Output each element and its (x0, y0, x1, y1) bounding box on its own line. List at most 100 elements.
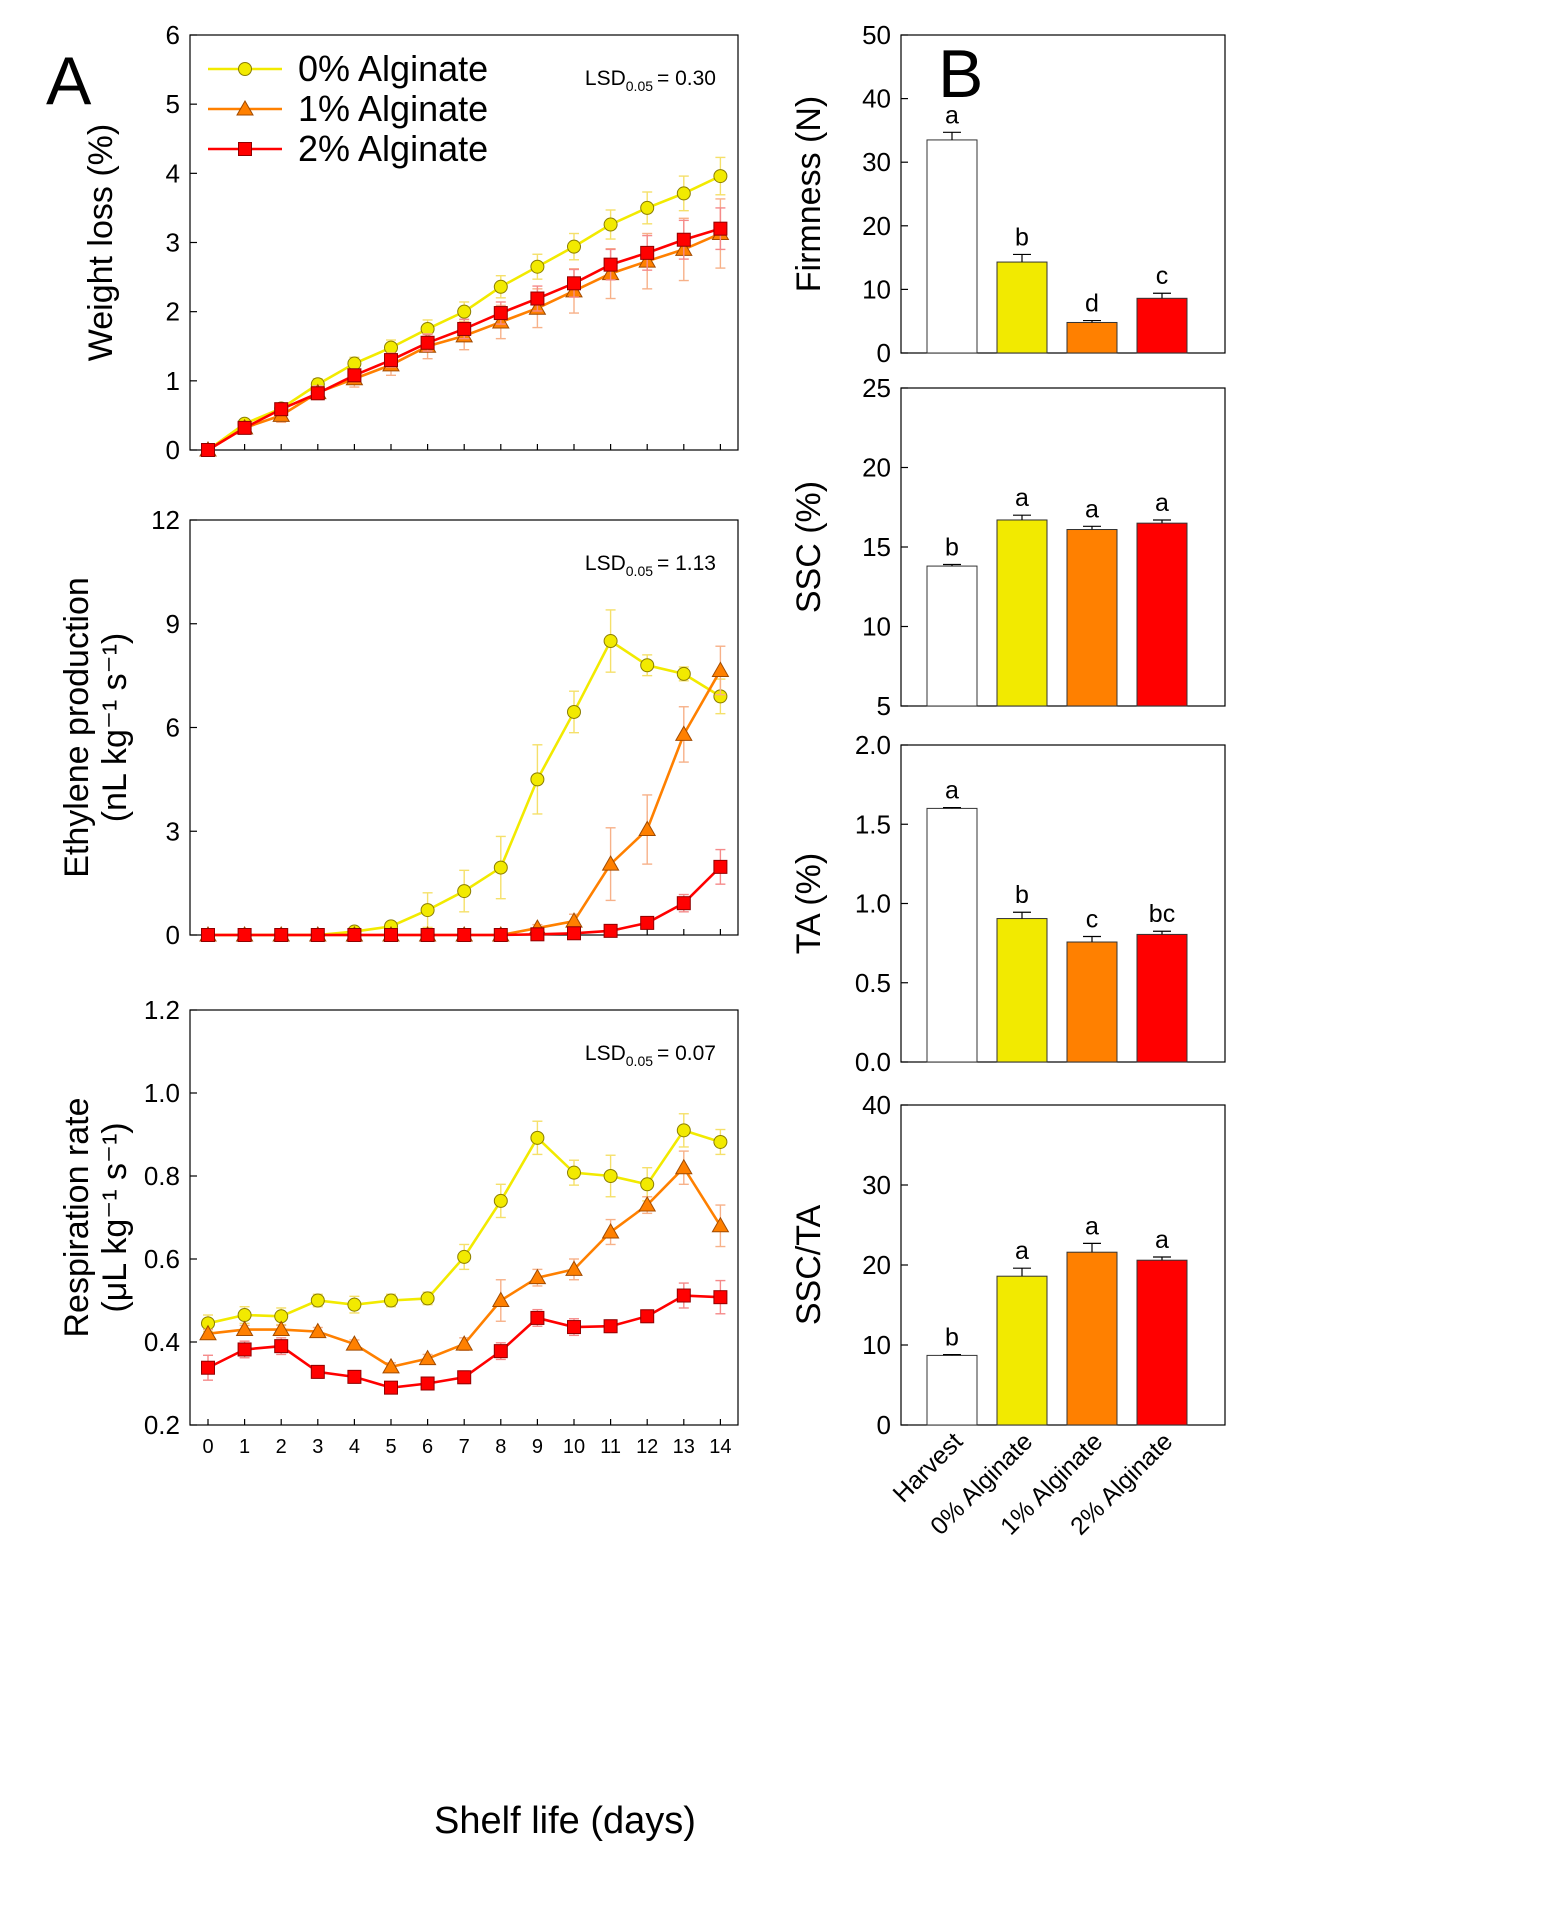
data-point (420, 903, 435, 918)
significance-letter: c (1086, 905, 1099, 933)
data-point (237, 1342, 252, 1357)
y-axis-label: Weight loss (%) (82, 124, 120, 361)
data-point (493, 1193, 508, 1208)
lsd-value: = 1.13 (657, 552, 716, 575)
data-point (674, 725, 693, 741)
data-point (457, 1370, 472, 1385)
data-point (457, 321, 472, 336)
data-point (530, 927, 545, 942)
data-point (237, 1308, 252, 1323)
data-point (493, 1344, 508, 1359)
data-point (601, 855, 620, 871)
data-point (567, 926, 581, 941)
series-1 (199, 1150, 730, 1374)
y-axis-label: (μL kg⁻¹ s⁻¹) (96, 1122, 134, 1312)
data-point (676, 186, 691, 201)
data-point (199, 1324, 217, 1341)
series-2 (201, 207, 728, 457)
data-point (310, 928, 325, 942)
series-2 (201, 848, 728, 942)
y-axis-label: SSC (%) (790, 481, 828, 613)
y-axis-label: Respiration rate (58, 1097, 96, 1337)
x-tick-label: 2 (276, 1436, 287, 1458)
x-tick-label: 1 (239, 1436, 250, 1458)
y-tick-label: 5 (166, 89, 180, 119)
data-point (308, 1322, 327, 1339)
bar (1136, 933, 1188, 1063)
y-tick-label: 1.2 (144, 995, 180, 1025)
bar (926, 807, 978, 1063)
data-point (676, 896, 691, 911)
y-tick-label: 20 (862, 211, 891, 241)
data-point (711, 661, 730, 677)
data-point (713, 1134, 728, 1149)
y-tick-label: 20 (862, 453, 891, 483)
y-tick-label: 6 (166, 713, 180, 743)
data-point (603, 1169, 618, 1183)
plot-frame (189, 1009, 739, 1426)
y-tick-label: 3 (166, 228, 180, 258)
bar (1136, 1259, 1188, 1426)
lsd-annotation: LSD0.05 = 0.30 (585, 67, 716, 94)
data-point (457, 928, 472, 942)
data-point (640, 1309, 655, 1324)
y-tick-label: 1.0 (855, 889, 891, 919)
series-0 (201, 156, 728, 457)
data-point (457, 304, 472, 319)
data-point (420, 335, 435, 350)
x-tick-label: 6 (422, 1436, 433, 1458)
y-tick-label: 40 (862, 1090, 891, 1120)
x-tick-label: 8 (495, 1436, 506, 1458)
y-tick-label: 0.2 (144, 1410, 180, 1440)
x-tick-label: 0 (202, 1436, 213, 1458)
y-tick-label: 9 (166, 609, 180, 639)
y-axis-label: Ethylene production (58, 577, 96, 878)
panel-b-bar-charts: 0 10 20 30 40 50 Firmness (N) a b d c 5 10 15 20 25 SSC … (790, 20, 1226, 1541)
series-line (207, 1128, 721, 1325)
y-tick-label: 0.6 (144, 1244, 180, 1274)
data-point (384, 353, 398, 368)
data-point (310, 1293, 325, 1308)
data-point (530, 772, 545, 787)
lsd-annotation: LSD0.05 = 1.13 (585, 552, 716, 579)
x-tick-label: 10 (563, 1436, 585, 1458)
data-point (676, 666, 691, 681)
y-tick-label: 0 (166, 435, 180, 465)
data-point (713, 169, 728, 184)
data-point (567, 1165, 581, 1180)
legend-marker (238, 142, 252, 156)
data-point (310, 386, 325, 401)
y-tick-label: 10 (862, 274, 891, 304)
y-tick-label: 1.5 (855, 809, 891, 839)
bar (1066, 1251, 1118, 1426)
data-point (493, 860, 508, 875)
significance-letter: a (945, 777, 959, 805)
data-point (528, 1268, 547, 1285)
series-0 (201, 1113, 728, 1333)
significance-letter: a (1015, 484, 1029, 512)
data-point (638, 820, 657, 837)
significance-letter: d (1085, 290, 1099, 318)
y-axis-label: Firmness (N) (790, 96, 828, 292)
data-point (567, 704, 581, 719)
significance-letter: b (1015, 223, 1029, 251)
bar (926, 139, 978, 354)
data-point (347, 1369, 362, 1384)
y-tick-label: 10 (862, 612, 891, 642)
data-point (274, 1339, 289, 1354)
lsd-value: = 0.30 (657, 67, 716, 90)
lsd-annotation: LSD0.05 = 0.07 (585, 1042, 716, 1069)
data-point (274, 402, 289, 417)
lsd-label: LSD (585, 67, 626, 90)
data-point (201, 1360, 215, 1375)
data-point (491, 1291, 510, 1307)
data-point (347, 1297, 362, 1312)
lsd-value: = 0.07 (657, 1042, 716, 1065)
data-point (603, 634, 618, 649)
data-point (201, 443, 215, 457)
data-point (420, 1376, 435, 1391)
data-point (640, 200, 655, 215)
y-tick-label: 0.8 (144, 1161, 180, 1191)
bar (996, 261, 1048, 354)
significance-letter: a (1015, 1237, 1029, 1265)
